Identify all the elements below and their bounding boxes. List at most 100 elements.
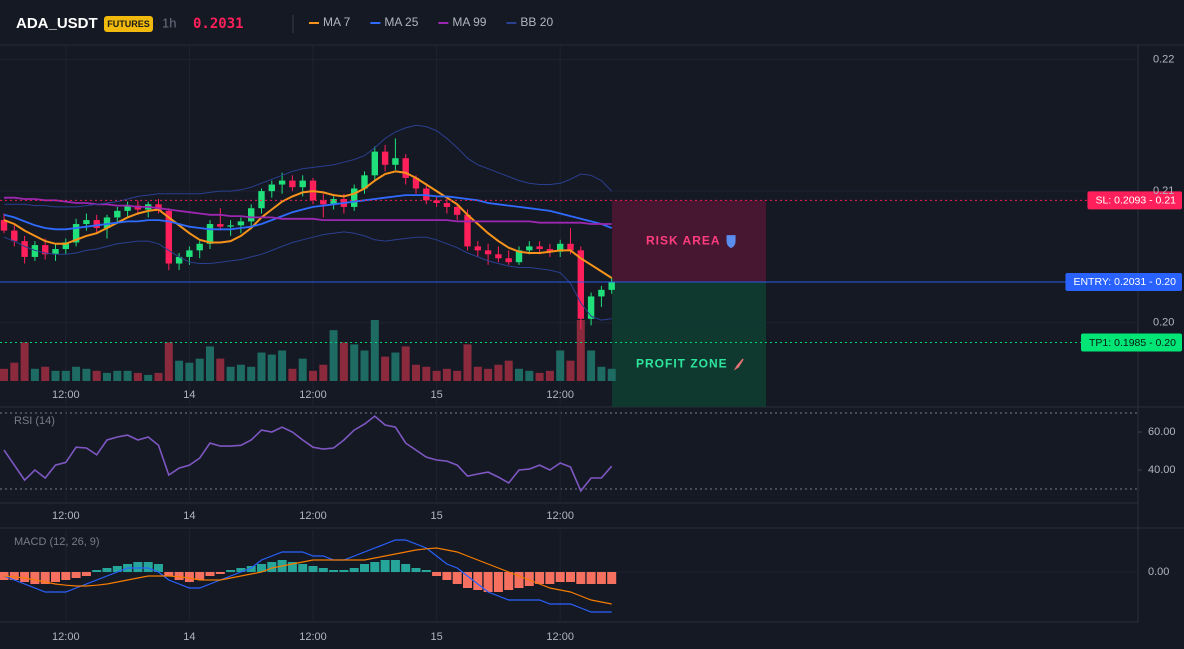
volume-bar — [319, 364, 328, 381]
macd-histogram-bar — [92, 570, 102, 572]
rsi-title: RSI (14) — [14, 415, 55, 427]
x-tick-label: 12:00 — [546, 510, 574, 522]
volume-bar — [247, 366, 256, 381]
macd-histogram-bar — [267, 562, 277, 572]
main-panel — [0, 124, 616, 381]
volume-bar — [236, 364, 245, 381]
x-tick-label: 14 — [183, 389, 195, 401]
volume-bar — [381, 356, 390, 381]
macd-histogram-bar — [308, 566, 318, 572]
y-tick-label: 0.22 — [1153, 53, 1174, 65]
volume-bar — [175, 360, 184, 381]
macd-histogram-bar — [339, 570, 349, 572]
macd-histogram-bar — [401, 564, 411, 572]
macd-histogram-bar — [566, 572, 575, 582]
volume-bar — [525, 370, 534, 381]
candle-body — [515, 250, 523, 263]
level-label-bg — [1081, 333, 1182, 352]
x-tick-label: 12:00 — [546, 631, 574, 643]
candle-body — [381, 151, 389, 165]
volume-bar — [391, 352, 400, 381]
volume-bar — [545, 370, 554, 381]
volume-bar — [216, 358, 225, 381]
candle-body — [21, 241, 28, 257]
x-tick-label: 12:00 — [52, 389, 80, 401]
legend-label: MA 99 — [452, 15, 486, 29]
candle-body — [577, 250, 584, 319]
volume-bar — [41, 366, 50, 381]
volume-bar — [82, 368, 91, 381]
volume-bar — [113, 370, 122, 381]
ma-line — [3, 170, 613, 279]
macd-histogram-bar — [30, 572, 40, 584]
candle-body — [505, 258, 512, 263]
volume-bar — [309, 370, 317, 381]
level-label-bg — [1065, 272, 1182, 291]
macd-histogram-bar — [473, 572, 483, 590]
volume-bar — [494, 364, 503, 381]
x-tick-label: 12:00 — [52, 510, 80, 522]
volume-bar — [556, 350, 565, 381]
volume-bar — [195, 358, 204, 381]
legend-label: MA 7 — [323, 15, 351, 29]
header: ADA_USDT FUTURES 1h 0.2031 — [16, 15, 294, 33]
macd-histogram-bar — [411, 568, 421, 572]
candle-body — [11, 230, 18, 242]
volume-bar — [515, 368, 523, 381]
volume-bar — [463, 344, 472, 381]
macd-histogram-bar — [545, 572, 555, 584]
macd-histogram-bar — [133, 562, 143, 572]
macd-line — [3, 539, 612, 613]
candle-body — [351, 188, 358, 207]
macd-histogram-bar — [493, 572, 503, 592]
macd-histogram-bar — [452, 572, 462, 584]
candle-body — [72, 224, 80, 243]
legend-label: BB 20 — [520, 15, 553, 29]
macd-histogram-bar — [257, 564, 266, 572]
volume-bar — [278, 350, 287, 381]
macd-histogram-bar — [205, 572, 215, 576]
candle-body — [0, 220, 8, 231]
volume-bar — [51, 370, 60, 381]
candle-body — [361, 175, 368, 189]
volume-bar — [144, 374, 153, 381]
volume-bar — [30, 368, 39, 381]
macd-histogram-bar — [164, 572, 174, 576]
volume-bar — [504, 360, 513, 381]
shield-icon — [726, 235, 736, 249]
candle-body — [217, 224, 224, 227]
volume-bar — [401, 346, 410, 381]
x-tick-label: 12:00 — [299, 510, 327, 522]
zone — [612, 281, 766, 407]
candle-body — [433, 200, 440, 203]
macd-histogram-bar — [195, 572, 205, 580]
macd-histogram-bar — [329, 570, 339, 572]
level-label: TP1: 0.1985 - 0.20 — [1089, 337, 1176, 349]
macd-histogram-bar — [318, 568, 328, 572]
macd-histogram-bar — [51, 572, 60, 582]
volume-bar — [267, 354, 276, 381]
volume-bar — [164, 342, 173, 381]
candle-body — [371, 151, 378, 176]
interval: 1h — [162, 15, 176, 30]
candle-body — [412, 177, 420, 189]
candle-body — [392, 158, 399, 165]
legend-label: MA 25 — [384, 15, 418, 29]
candle-body — [443, 202, 451, 207]
macd-histogram-bar — [576, 572, 586, 584]
macd-histogram-bar — [555, 572, 565, 582]
macd-line — [3, 547, 612, 605]
macd-histogram-bar — [154, 564, 163, 572]
volume-bar — [0, 368, 8, 381]
candle-body — [598, 289, 605, 297]
volume-bar — [20, 342, 29, 381]
volume-bar — [226, 366, 235, 381]
candle-body — [567, 243, 574, 251]
x-tick-label: 15 — [430, 631, 442, 643]
candle-body — [454, 206, 461, 215]
candle-body — [83, 220, 90, 225]
macd-histogram-bar — [112, 566, 122, 572]
candle-body — [402, 158, 409, 178]
symbol: ADA_USDT — [16, 15, 98, 32]
volume-bar — [360, 350, 369, 381]
